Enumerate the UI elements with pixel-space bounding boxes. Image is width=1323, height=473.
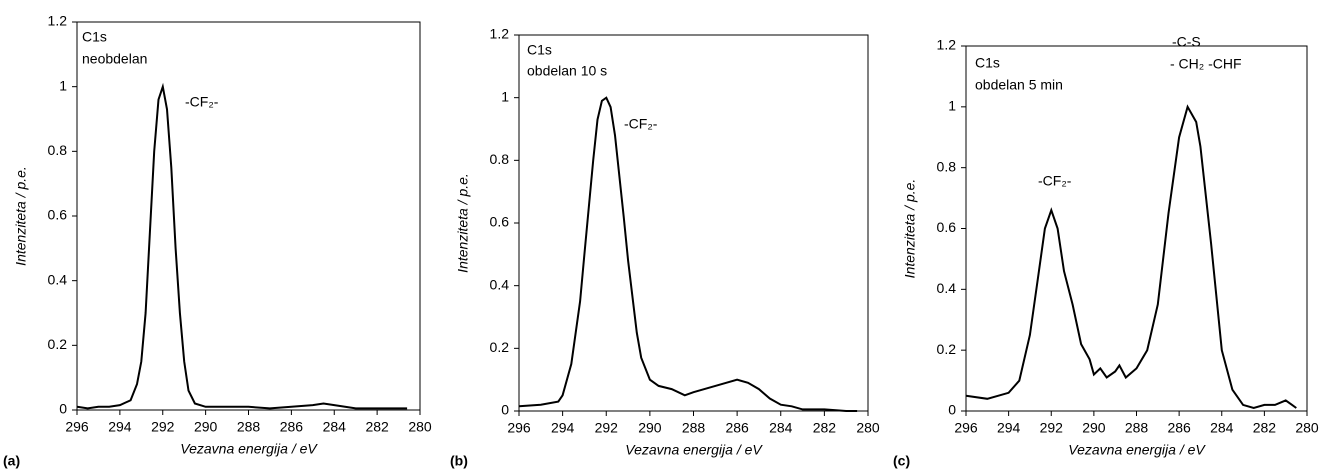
- plot-frame: [518, 34, 869, 412]
- annotation: C1s: [975, 55, 1000, 71]
- annotation: neobdelan: [82, 51, 147, 67]
- x-tick-label: 290: [638, 420, 662, 436]
- plot-frame: [76, 21, 421, 411]
- x-tick-label: 296: [65, 419, 89, 435]
- x-axis-label: Vezavna energija / eV: [1068, 442, 1206, 458]
- x-tick-label: 288: [682, 420, 706, 436]
- annotation: obdelan 10 s: [527, 63, 607, 79]
- y-tick-label: 0: [948, 402, 956, 418]
- y-tick-label: 1.2: [937, 37, 957, 53]
- y-tick-label: 1: [948, 98, 956, 114]
- x-tick-label: 294: [551, 420, 575, 436]
- y-tick-label: 0.2: [48, 336, 68, 352]
- x-tick-label: 296: [507, 420, 531, 436]
- x-tick-label: 290: [194, 419, 218, 435]
- spectrum-line: [518, 96, 858, 412]
- y-tick-label: 0.2: [490, 339, 510, 355]
- x-tick-label: 282: [365, 419, 389, 435]
- y-tick-label: 0.4: [937, 280, 957, 296]
- y-tick-label: 0.6: [937, 219, 957, 235]
- panel-label: (b): [450, 453, 468, 469]
- x-tick-label: 286: [280, 419, 304, 435]
- plot-frame: [965, 45, 1308, 412]
- y-tick-label: 0: [59, 401, 67, 417]
- y-tick-label: 1: [59, 77, 67, 93]
- annotation: -CF₂-: [1038, 173, 1072, 189]
- x-tick-label: 290: [1082, 420, 1106, 436]
- y-axis-label: Intenziteta / p.e.: [902, 179, 918, 279]
- annotation: -CF₂-: [624, 116, 658, 132]
- spectrum-line: [965, 104, 1297, 410]
- y-tick-label: 1.2: [490, 26, 510, 42]
- y-tick-label: 0.8: [490, 151, 510, 167]
- annotation: -CF₂-: [185, 94, 219, 110]
- annotation: -C-S: [1172, 34, 1201, 50]
- x-tick-label: 292: [1040, 420, 1064, 436]
- y-tick-label: 0: [501, 402, 509, 418]
- y-tick-label: 0.8: [937, 158, 957, 174]
- y-axis-label: Intenziteta / p.e.: [455, 173, 471, 273]
- x-tick-label: 280: [1295, 420, 1319, 436]
- x-tick-label: 280: [408, 419, 432, 435]
- y-tick-label: 0.4: [490, 276, 510, 292]
- y-tick-label: 0.2: [937, 341, 957, 357]
- x-tick-label: 292: [151, 419, 175, 435]
- annotation: C1s: [527, 42, 552, 58]
- x-tick-label: 294: [108, 419, 132, 435]
- panel-label: (a): [3, 453, 20, 469]
- y-tick-label: 0.6: [48, 207, 68, 223]
- x-axis-label: Vezavna energija / eV: [625, 442, 763, 458]
- annotation: C1s: [82, 29, 107, 45]
- x-tick-label: 286: [725, 420, 749, 436]
- x-tick-label: 284: [323, 419, 347, 435]
- y-tick-label: 0.6: [490, 214, 510, 230]
- x-tick-label: 296: [954, 420, 978, 436]
- y-tick-label: 1.2: [48, 13, 68, 29]
- y-axis-label: Intenziteta / p.e.: [13, 166, 29, 266]
- x-tick-label: 288: [237, 419, 261, 435]
- x-axis-label: Vezavna energija / eV: [180, 441, 318, 457]
- annotation: - CH₂ -CHF: [1170, 56, 1242, 72]
- x-tick-label: 292: [595, 420, 619, 436]
- x-tick-label: 282: [1253, 420, 1277, 436]
- panel-label: (c): [893, 453, 910, 469]
- x-tick-label: 294: [997, 420, 1021, 436]
- x-tick-label: 280: [856, 420, 880, 436]
- x-tick-label: 286: [1167, 420, 1191, 436]
- y-tick-label: 1: [501, 88, 509, 104]
- x-tick-label: 284: [769, 420, 793, 436]
- y-tick-label: 0.8: [48, 142, 68, 158]
- spectrum-line: [76, 82, 408, 410]
- x-tick-label: 282: [813, 420, 837, 436]
- x-tick-label: 284: [1210, 420, 1234, 436]
- y-tick-label: 0.4: [48, 271, 68, 287]
- annotation: obdelan 5 min: [975, 77, 1063, 93]
- x-tick-label: 288: [1125, 420, 1149, 436]
